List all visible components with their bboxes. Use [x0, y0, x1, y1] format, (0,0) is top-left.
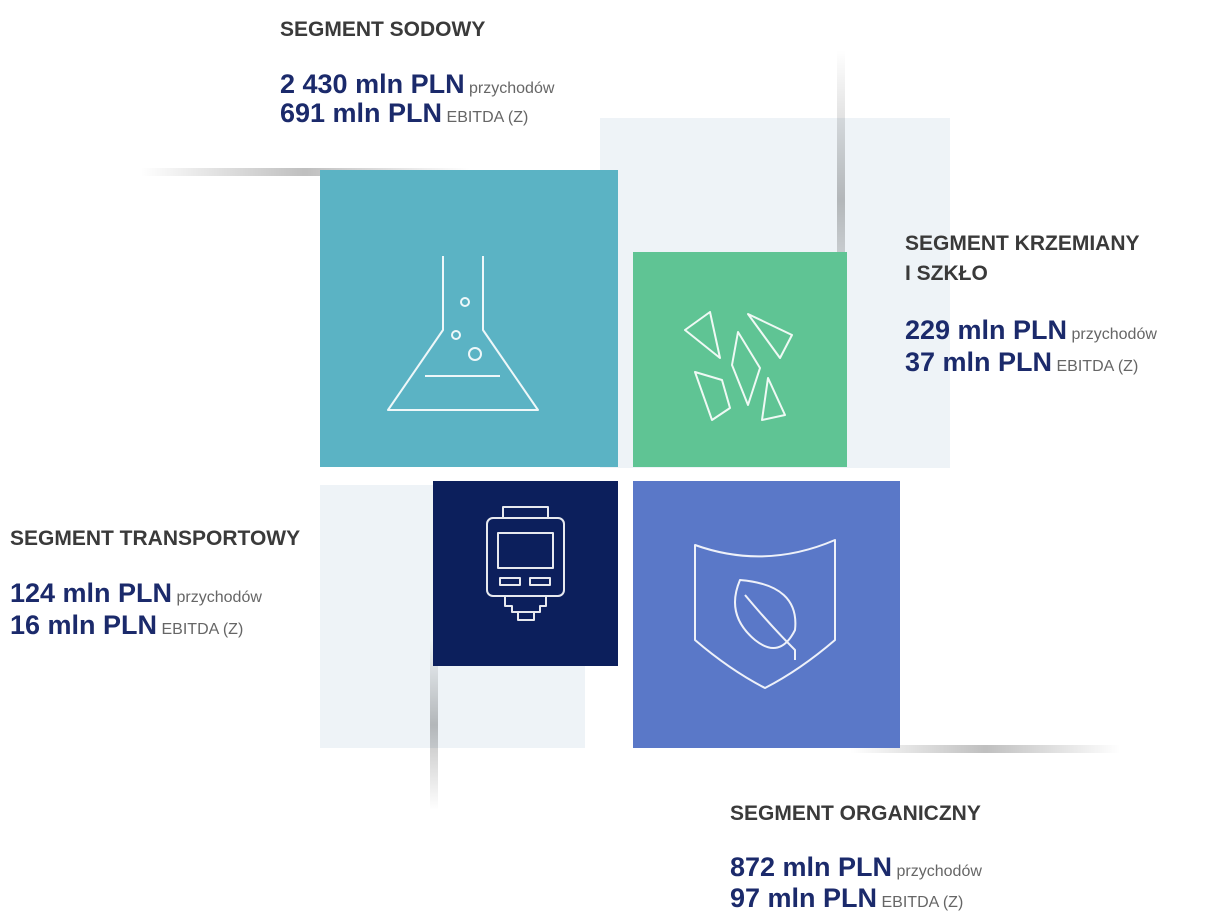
- shield-leaf-icon: [694, 539, 836, 689]
- revenue: 872 mln PLN: [730, 852, 892, 882]
- ebitda-line: 691 mln PLN EBITDA (Z): [280, 98, 528, 128]
- revenue-label: przychodów: [1072, 326, 1158, 343]
- segment-title: I SZKŁO: [905, 262, 988, 285]
- device-icon: [486, 506, 565, 621]
- ebitda-line: 37 mln PLN EBITDA (Z): [905, 347, 1138, 377]
- revenue-line: 2 430 mln PLN przychodów: [280, 69, 555, 99]
- tile-silicate: [633, 252, 847, 467]
- ebitda-label: EBITDA (Z): [1057, 358, 1139, 375]
- tile-soda: [320, 170, 618, 467]
- revenue: 229 mln PLN: [905, 315, 1067, 345]
- shards-icon: [684, 311, 793, 421]
- segment-title: SEGMENT ORGANICZNY: [730, 802, 981, 825]
- ebitda: 97 mln PLN: [730, 883, 877, 913]
- revenue: 124 mln PLN: [10, 578, 172, 608]
- segment-title: SEGMENT KRZEMIANY: [905, 232, 1140, 255]
- ebitda-label: EBITDA (Z): [162, 621, 244, 638]
- flask-icon: [387, 256, 539, 411]
- revenue-line: 872 mln PLN przychodów: [730, 852, 982, 882]
- revenue-label: przychodów: [897, 863, 983, 880]
- revenue-label: przychodów: [469, 80, 555, 97]
- revenue-label: przychodów: [177, 589, 263, 606]
- ebitda-line: 16 mln PLN EBITDA (Z): [10, 610, 243, 640]
- ebitda-label: EBITDA (Z): [882, 894, 964, 911]
- ebitda: 691 mln PLN: [280, 98, 442, 128]
- shadow: [140, 168, 470, 176]
- ebitda: 16 mln PLN: [10, 610, 157, 640]
- ebitda-line: 97 mln PLN EBITDA (Z): [730, 883, 963, 913]
- shadow: [430, 640, 438, 810]
- revenue-line: 124 mln PLN przychodów: [10, 578, 262, 608]
- revenue: 2 430 mln PLN: [280, 69, 465, 99]
- segment-title: SEGMENT SODOWY: [280, 18, 485, 41]
- segment-title: SEGMENT TRANSPORTOWY: [10, 527, 300, 550]
- shadow: [850, 745, 1120, 753]
- ebitda: 37 mln PLN: [905, 347, 1052, 377]
- tile-organic: [633, 481, 900, 748]
- revenue-line: 229 mln PLN przychodów: [905, 315, 1157, 345]
- ebitda-label: EBITDA (Z): [447, 109, 529, 126]
- tile-transport: [433, 481, 618, 666]
- shadow: [837, 50, 845, 350]
